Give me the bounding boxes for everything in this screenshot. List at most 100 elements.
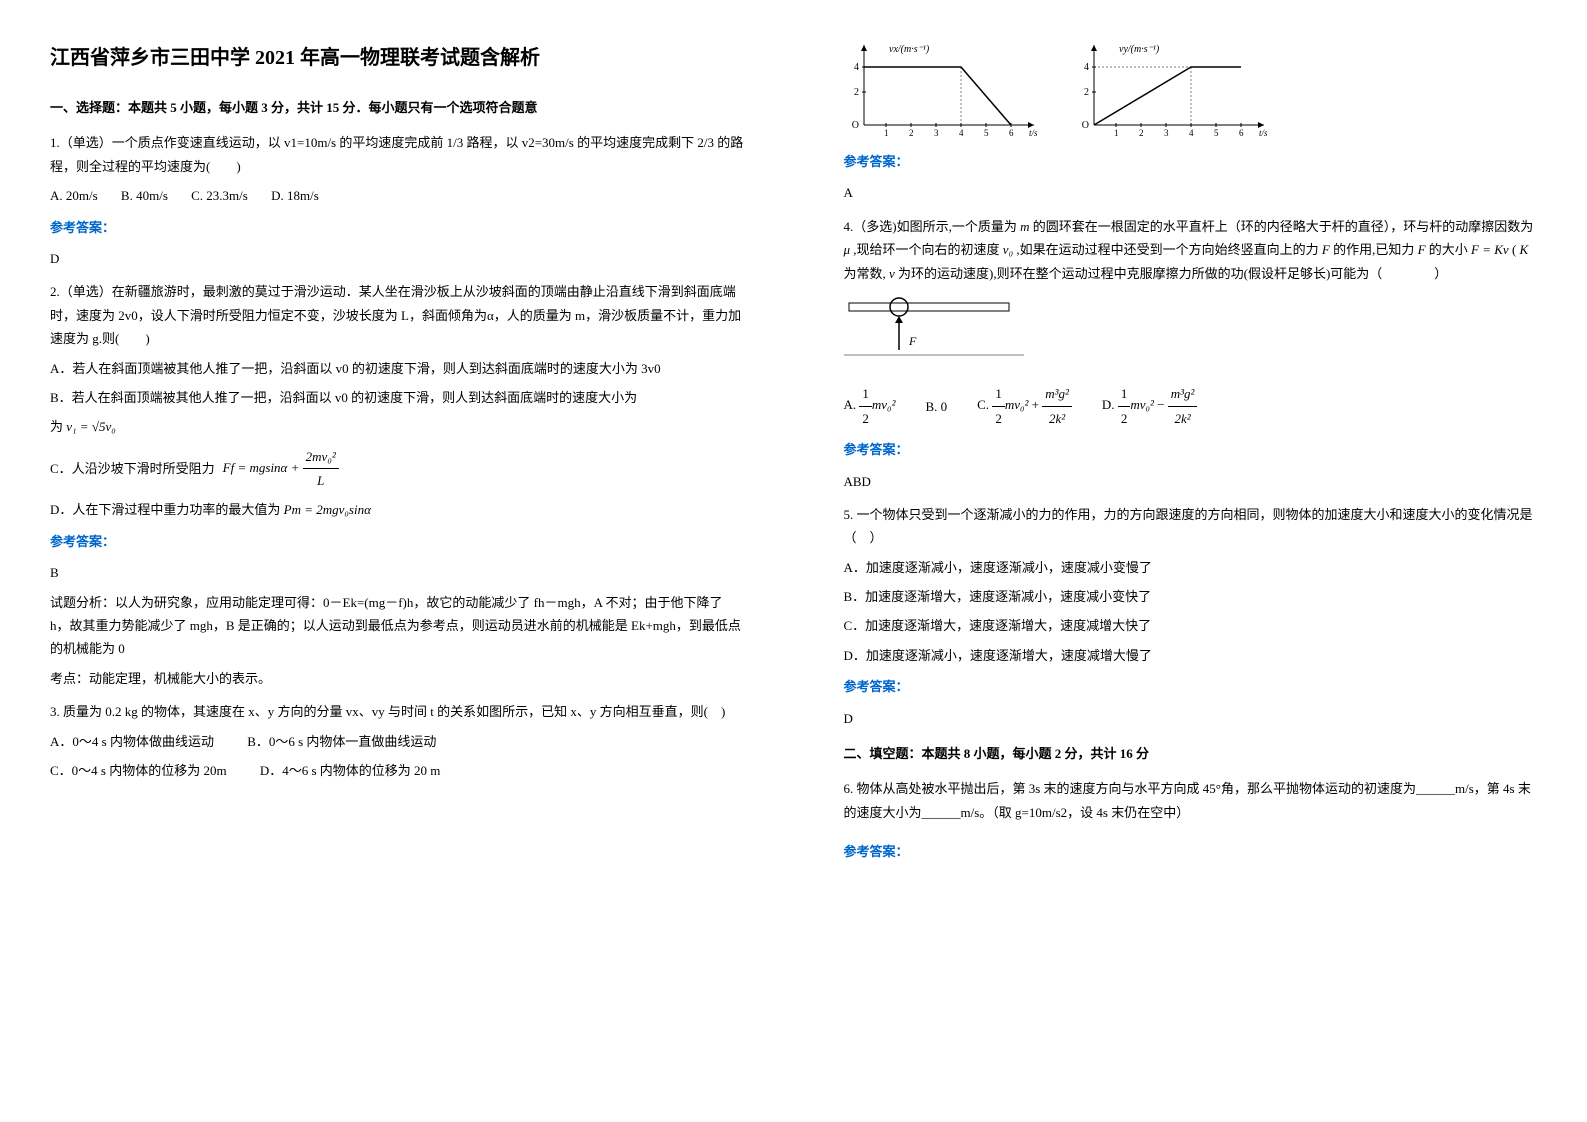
q5-answer-label: 参考答案： — [844, 675, 1538, 698]
q2-optC-frac: 2mv₀² L — [303, 445, 339, 493]
q2-optB-line: B．若人在斜面顶端被其他人推了一把，沿斜面以 v0 的初速度下滑，则人到达斜面底… — [50, 386, 744, 409]
q4-optA-rest: mv₀² — [872, 397, 896, 412]
q4-K: K — [1520, 242, 1529, 257]
svg-text:4: 4 — [959, 128, 964, 138]
q4-F: F — [1322, 242, 1330, 257]
q4-t2: 的圆环套在一根固定的水平直杆上（环的内径略大于杆的直径），环与杆的动摩擦因数为 — [1033, 219, 1534, 234]
q4-optD-n2: m³g² — [1168, 382, 1198, 406]
q1-optA: A. 20m/s — [50, 188, 98, 203]
q4-optD-n1: 1 — [1118, 382, 1131, 406]
q1-answer: D — [50, 247, 744, 270]
left-column: 江西省萍乡市三田中学 2021 年高一物理联考试题含解析 一、选择题：本题共 5… — [0, 0, 794, 914]
q1-optB: B. 40m/s — [121, 188, 168, 203]
q4-F2: F — [1418, 242, 1426, 257]
q2-analysis2: 考点：动能定理，机械能大小的表示。 — [50, 667, 744, 690]
chart-vy-ylabel: vy/(m·s⁻¹) — [1119, 44, 1160, 55]
svg-text:1: 1 — [1114, 128, 1119, 138]
q2-optB: B．若人在斜面顶端被其他人推了一把，沿斜面以 v0 的初速度下滑，则人到达斜面底… — [50, 390, 637, 405]
q1-answer-label: 参考答案： — [50, 216, 744, 239]
q4-optD-r1: mv₀² — [1130, 397, 1154, 412]
q4-diagram: F — [844, 295, 1538, 372]
q4-optA-den: 2 — [859, 407, 872, 430]
q2-optD-line: D．人在下滑过程中重力功率的最大值为 Pm = 2mgv₀sinα — [50, 498, 744, 521]
svg-text:6: 6 — [1009, 128, 1014, 138]
question-2: 2.（单选）在新疆旅游时，最刺激的莫过于滑沙运动．某人坐在滑沙板上从沙坡斜面的顶… — [50, 280, 744, 690]
q1-optC: C. 23.3m/s — [191, 188, 248, 203]
q4-t8: 为常数, — [844, 266, 886, 281]
question-3: 3. 质量为 0.2 kg 的物体，其速度在 x、y 方向的分量 vx、vy 与… — [50, 700, 744, 782]
svg-text:O: O — [851, 120, 858, 131]
question-4: 4.（多选)如图所示,一个质量为 m 的圆环套在一根固定的水平直杆上（环的内径略… — [844, 215, 1538, 493]
q2-optB-formula: 为 v₁ = √5v₀ — [50, 415, 744, 438]
svg-text:3: 3 — [934, 128, 939, 138]
q4-text: 4.（多选)如图所示,一个质量为 m 的圆环套在一根固定的水平直杆上（环的内径略… — [844, 215, 1538, 285]
q4-optB: B. 0 — [925, 395, 947, 418]
q4-optA-num: 1 — [859, 382, 872, 406]
document-title: 江西省萍乡市三田中学 2021 年高一物理联考试题含解析 — [50, 40, 744, 76]
svg-text:2: 2 — [1139, 128, 1144, 138]
section2-header: 二、填空题：本题共 8 小题，每小题 2 分，共计 16 分 — [844, 742, 1538, 765]
q2-text: 2.（单选）在新疆旅游时，最刺激的莫过于滑沙运动．某人坐在滑沙板上从沙坡斜面的顶… — [50, 280, 744, 350]
q4-v: v — [889, 266, 895, 281]
q4-v0: v₀ — [1003, 242, 1013, 257]
q4-optD-minus: − — [1157, 397, 1168, 412]
right-column: vx/(m·s⁻¹) O 2 4 1 2 3 4 5 6 t/s — [794, 0, 1587, 914]
q4-options: A. 12mv₀² B. 0 C. 12mv₀² + m³g²2k² D. 12… — [844, 382, 1538, 430]
q2-optC-formula-left: Ff = mgsinα + — [223, 460, 303, 475]
q2-optD-formula: Pm = 2mgv₀sinα — [284, 502, 371, 517]
q4-optA: A. 12mv₀² — [844, 382, 896, 430]
q1-optD: D. 18m/s — [271, 188, 319, 203]
q6-answer-label: 参考答案： — [844, 840, 1538, 863]
q2-optC: C．人沿沙坡下滑时所受阻力 — [50, 457, 215, 480]
q4-t4: ,如果在运动过程中还受到一个方向始终竖直向上的力 — [1016, 242, 1318, 257]
q3-optAB: A．0～4 s 内物体做曲线运动 B．0～6 s 内物体一直做曲线运动 — [50, 730, 744, 753]
q2-optC-formula: Ff = mgsinα + 2mv₀² L — [223, 445, 339, 493]
q6-text: 6. 物体从高处被水平抛出后，第 3s 末的速度方向与水平方向成 45°角，那么… — [844, 777, 1538, 824]
q4-optC-d1: 2 — [992, 407, 1005, 430]
svg-text:1: 1 — [884, 128, 889, 138]
q4-t9: 为环的运动速度),则环在整个运动过程中克服摩擦力所做的功(假设杆足够长)可能为（… — [898, 266, 1447, 281]
svg-text:t/s: t/s — [1029, 128, 1038, 138]
q3-optA: A．0～4 s 内物体做曲线运动 — [50, 734, 214, 749]
q4-optD: D. 12mv₀² − m³g²2k² — [1102, 382, 1198, 430]
svg-text:4: 4 — [1084, 62, 1089, 73]
q2-optC-num: 2mv₀² — [303, 445, 339, 469]
q4-optC: C. 12mv₀² + m³g²2k² — [977, 382, 1072, 430]
q4-optC-r1: mv₀² — [1005, 397, 1029, 412]
q2-analysis1: 试题分析：以人为研究象，应用动能定理可得：0－Ek=(mg－f)h，故它的动能减… — [50, 591, 744, 661]
q4-optC-plus: + — [1032, 397, 1043, 412]
q2-optC-line: C．人沿沙坡下滑时所受阻力 Ff = mgsinα + 2mv₀² L — [50, 445, 744, 493]
svg-text:4: 4 — [1189, 128, 1194, 138]
q1-options: A. 20m/s B. 40m/s C. 23.3m/s D. 18m/s — [50, 184, 744, 207]
q4-formula: F = Kv — [1471, 242, 1509, 257]
q5-optB: B．加速度逐渐增大，速度逐渐减小，速度减小变快了 — [844, 585, 1538, 608]
svg-text:5: 5 — [1214, 128, 1219, 138]
q4-mu: μ — [844, 242, 851, 257]
q4-optD-d1: 2 — [1118, 407, 1131, 430]
svg-text:2: 2 — [1084, 87, 1089, 98]
q3-charts: vx/(m·s⁻¹) O 2 4 1 2 3 4 5 6 t/s — [844, 40, 1538, 140]
q4-answer: ABD — [844, 470, 1538, 493]
q5-optD: D．加速度逐渐减小，速度逐渐增大，速度减增大慢了 — [844, 644, 1538, 667]
q2-optA: A．若人在斜面顶端被其他人推了一把，沿斜面以 v0 的初速度下滑，则人到达斜面底… — [50, 357, 744, 380]
svg-text:2: 2 — [854, 87, 859, 98]
q2-optB-formula-text: v₁ = √5v₀ — [66, 419, 116, 434]
q4-optD-d2: 2k² — [1168, 407, 1198, 430]
q5-answer: D — [844, 707, 1538, 730]
q4-answer-label: 参考答案： — [844, 438, 1538, 461]
q2-optD: D．人在下滑过程中重力功率的最大值为 — [50, 502, 280, 517]
svg-text:4: 4 — [854, 62, 859, 73]
q5-optA: A．加速度逐渐减小，速度逐渐减小，速度减小变慢了 — [844, 556, 1538, 579]
q2-answer: B — [50, 561, 744, 584]
q5-text: 5. 一个物体只受到一个逐渐减小的力的作用，力的方向跟速度的方向相同，则物体的加… — [844, 503, 1538, 550]
q3-optD: D．4～6 s 内物体的位移为 20 m — [260, 763, 441, 778]
q4-t7: ( — [1512, 242, 1516, 257]
q4-t6: 的大小 — [1429, 242, 1468, 257]
svg-text:t/s: t/s — [1259, 128, 1268, 138]
q2-answer-label: 参考答案： — [50, 530, 744, 553]
q3-text: 3. 质量为 0.2 kg 的物体，其速度在 x、y 方向的分量 vx、vy 与… — [50, 700, 744, 723]
chart-vx-ylabel: vx/(m·s⁻¹) — [889, 44, 930, 55]
question-5: 5. 一个物体只受到一个逐渐减小的力的作用，力的方向跟速度的方向相同，则物体的加… — [844, 503, 1538, 730]
q3-answer-label: 参考答案： — [844, 150, 1538, 173]
svg-text:6: 6 — [1239, 128, 1244, 138]
